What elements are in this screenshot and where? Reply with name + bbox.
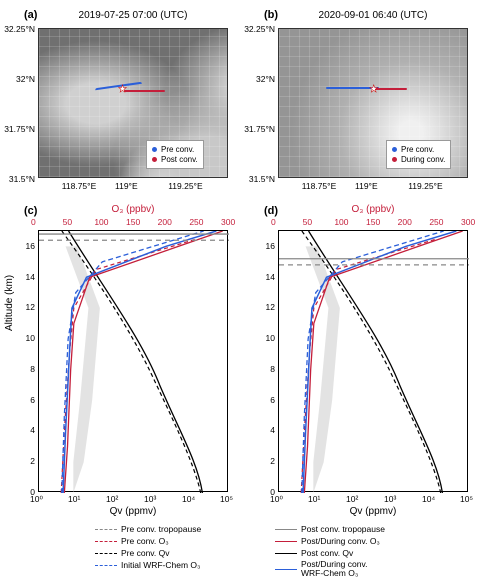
legend-col-0: Pre conv. tropopausePre conv. O₃Pre conv… <box>95 522 201 572</box>
profile-panel-d <box>278 230 468 492</box>
legend-col-1: Post conv. tropopausePost/During conv. O… <box>275 522 385 581</box>
map-legend-a: Pre conv.Post conv. <box>146 140 204 169</box>
map-legend-b: Pre conv.During conv. <box>386 140 451 169</box>
profile-panel-c <box>38 230 228 492</box>
